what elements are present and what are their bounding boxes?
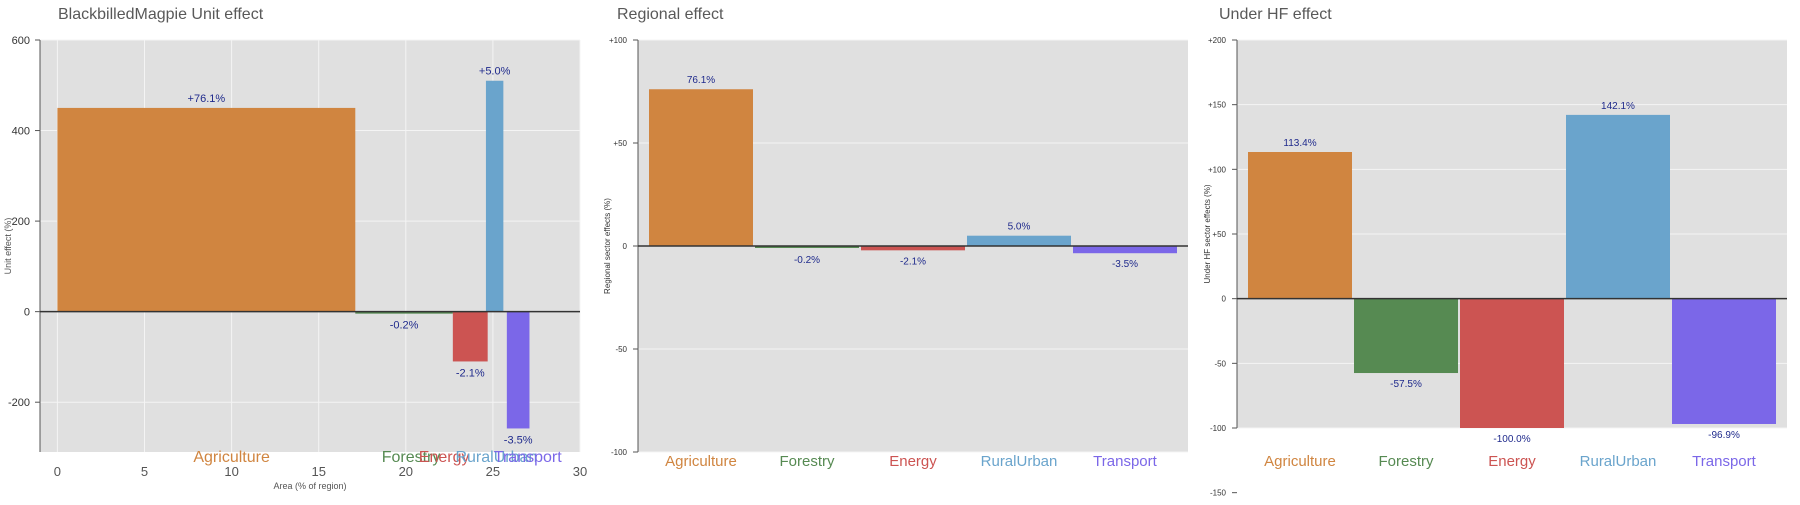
bar-transport bbox=[1073, 246, 1177, 254]
category-label-energy: Energy bbox=[1488, 453, 1536, 470]
category-label-forestry: Forestry bbox=[779, 453, 835, 470]
data-label-energy: -2.1% bbox=[900, 256, 926, 267]
unit-effect-chart: 0 5 10 15 20 25 30 600 400 200 0 -200 +76.1% Agricult… bbox=[3, 35, 587, 491]
x-tick-label: 10 bbox=[224, 464, 238, 479]
category-label-agriculture: Agriculture bbox=[193, 449, 270, 466]
x-tick-label: 0 bbox=[54, 464, 61, 479]
y-tick-label: -200 bbox=[8, 397, 30, 409]
category-label-energy: Energy bbox=[889, 453, 937, 470]
regional-effect-title: Regional effect bbox=[617, 6, 724, 23]
bar-energy bbox=[861, 246, 965, 251]
category-label-forestry: Forestry bbox=[1378, 453, 1434, 470]
data-label-agriculture: +76.1% bbox=[188, 93, 226, 105]
y-tick-label: 400 bbox=[12, 126, 30, 138]
data-label-agriculture: 113.4% bbox=[1283, 138, 1316, 149]
x-tick-label: 25 bbox=[486, 464, 500, 479]
y-tick-label: +50 bbox=[613, 139, 627, 148]
data-label-forestry: -0.2% bbox=[390, 320, 419, 332]
data-label-forestry: -0.2% bbox=[794, 255, 820, 266]
under-hf-effect-chart: +200 +150 +100 +50 0 -50 -100 -150 113.4% Agricul… bbox=[1203, 36, 1787, 498]
regional-effect-chart: +100 +50 0 -50 -100 76.1% Agriculture -0.2% Fore… bbox=[603, 36, 1188, 470]
bar-agriculture bbox=[1248, 152, 1352, 299]
bar-forestry bbox=[755, 246, 859, 248]
y-tick-label: 600 bbox=[12, 35, 30, 47]
category-label-forestry: Forestry bbox=[382, 449, 441, 466]
data-label-ruralurban: 5.0% bbox=[1008, 222, 1031, 233]
y-tick-label: -100 bbox=[611, 448, 628, 457]
data-label-forestry: -57.5% bbox=[1390, 379, 1422, 390]
data-label-ruralurban: +5.0% bbox=[479, 66, 511, 78]
y-tick-label: 0 bbox=[24, 307, 30, 319]
category-label-transport: Transport bbox=[1692, 453, 1756, 470]
y-axis-title: Unit effect (%) bbox=[3, 218, 13, 275]
category-label-energy: Energy bbox=[419, 449, 470, 466]
bar-agriculture bbox=[57, 107, 356, 312]
under-hf-effect-title: Under HF effect bbox=[1219, 6, 1332, 23]
category-label-agriculture: Agriculture bbox=[665, 453, 737, 470]
bar-ruralurban bbox=[1566, 114, 1670, 299]
data-label-transport: -96.9% bbox=[1708, 430, 1740, 441]
bar-ruralurban bbox=[967, 235, 1071, 246]
regional-effect-panel: Regional effect +100 +50 0 -50 -100 76.1% Agri… bbox=[600, 0, 1200, 500]
bar-agriculture bbox=[649, 89, 753, 246]
y-tick-label: -100 bbox=[1210, 424, 1227, 433]
data-label-energy: -100.0% bbox=[1493, 434, 1530, 445]
bar-ruralurban bbox=[485, 80, 504, 312]
unit-effect-panel: BlackbilledMagpie Unit effect 0 5 10 15 20 25… bbox=[0, 0, 600, 500]
unit-effect-title: BlackbilledMagpie Unit effect bbox=[58, 6, 264, 23]
data-label-energy: -2.1% bbox=[456, 367, 485, 379]
x-tick-label: 15 bbox=[311, 464, 325, 479]
bar-transport bbox=[506, 311, 530, 429]
category-label-transport: Transport bbox=[1093, 453, 1157, 470]
y-tick-label: 0 bbox=[1222, 295, 1227, 304]
y-tick-label: 0 bbox=[623, 242, 628, 251]
y-tick-label: +150 bbox=[1208, 101, 1227, 110]
data-label-agriculture: 76.1% bbox=[687, 75, 715, 86]
category-label-ruralurban: RuralUrban bbox=[455, 449, 537, 466]
y-axis-title: Regional sector effects (%) bbox=[603, 198, 612, 294]
x-tick-label: 30 bbox=[573, 464, 587, 479]
y-tick-label: +100 bbox=[1208, 165, 1227, 174]
category-label-transport: Transport bbox=[494, 449, 562, 466]
category-label-ruralurban: RuralUrban bbox=[981, 453, 1058, 470]
y-tick-label: +100 bbox=[609, 36, 628, 45]
data-label-transport: -3.5% bbox=[1112, 259, 1138, 270]
bar-energy bbox=[1460, 298, 1564, 428]
y-tick-label: -50 bbox=[615, 345, 627, 354]
y-tick-label: +50 bbox=[1212, 230, 1226, 239]
bar-energy bbox=[452, 311, 488, 362]
x-tick-label: 5 bbox=[141, 464, 148, 479]
y-tick-label: -150 bbox=[1210, 489, 1227, 498]
y-tick-label: +200 bbox=[1208, 36, 1227, 45]
data-label-ruralurban: 142.1% bbox=[1601, 101, 1635, 112]
bar-forestry bbox=[1354, 298, 1458, 374]
data-label-transport: -3.5% bbox=[504, 434, 533, 446]
x-axis-title: Area (% of region) bbox=[273, 481, 346, 491]
y-tick-label: 200 bbox=[12, 216, 30, 228]
bar-forestry bbox=[355, 311, 453, 314]
x-tick-label: 20 bbox=[399, 464, 413, 479]
y-axis-title: Under HF sector effects (%) bbox=[1203, 184, 1212, 283]
bar-transport bbox=[1672, 298, 1776, 424]
y-tick-label: -50 bbox=[1214, 359, 1226, 368]
category-label-ruralurban: RuralUrban bbox=[1580, 453, 1657, 470]
under-hf-effect-panel: Under HF effect +200 +150 +100 +50 0 -50 -100 -… bbox=[1200, 0, 1800, 500]
category-label-agriculture: Agriculture bbox=[1264, 453, 1336, 470]
